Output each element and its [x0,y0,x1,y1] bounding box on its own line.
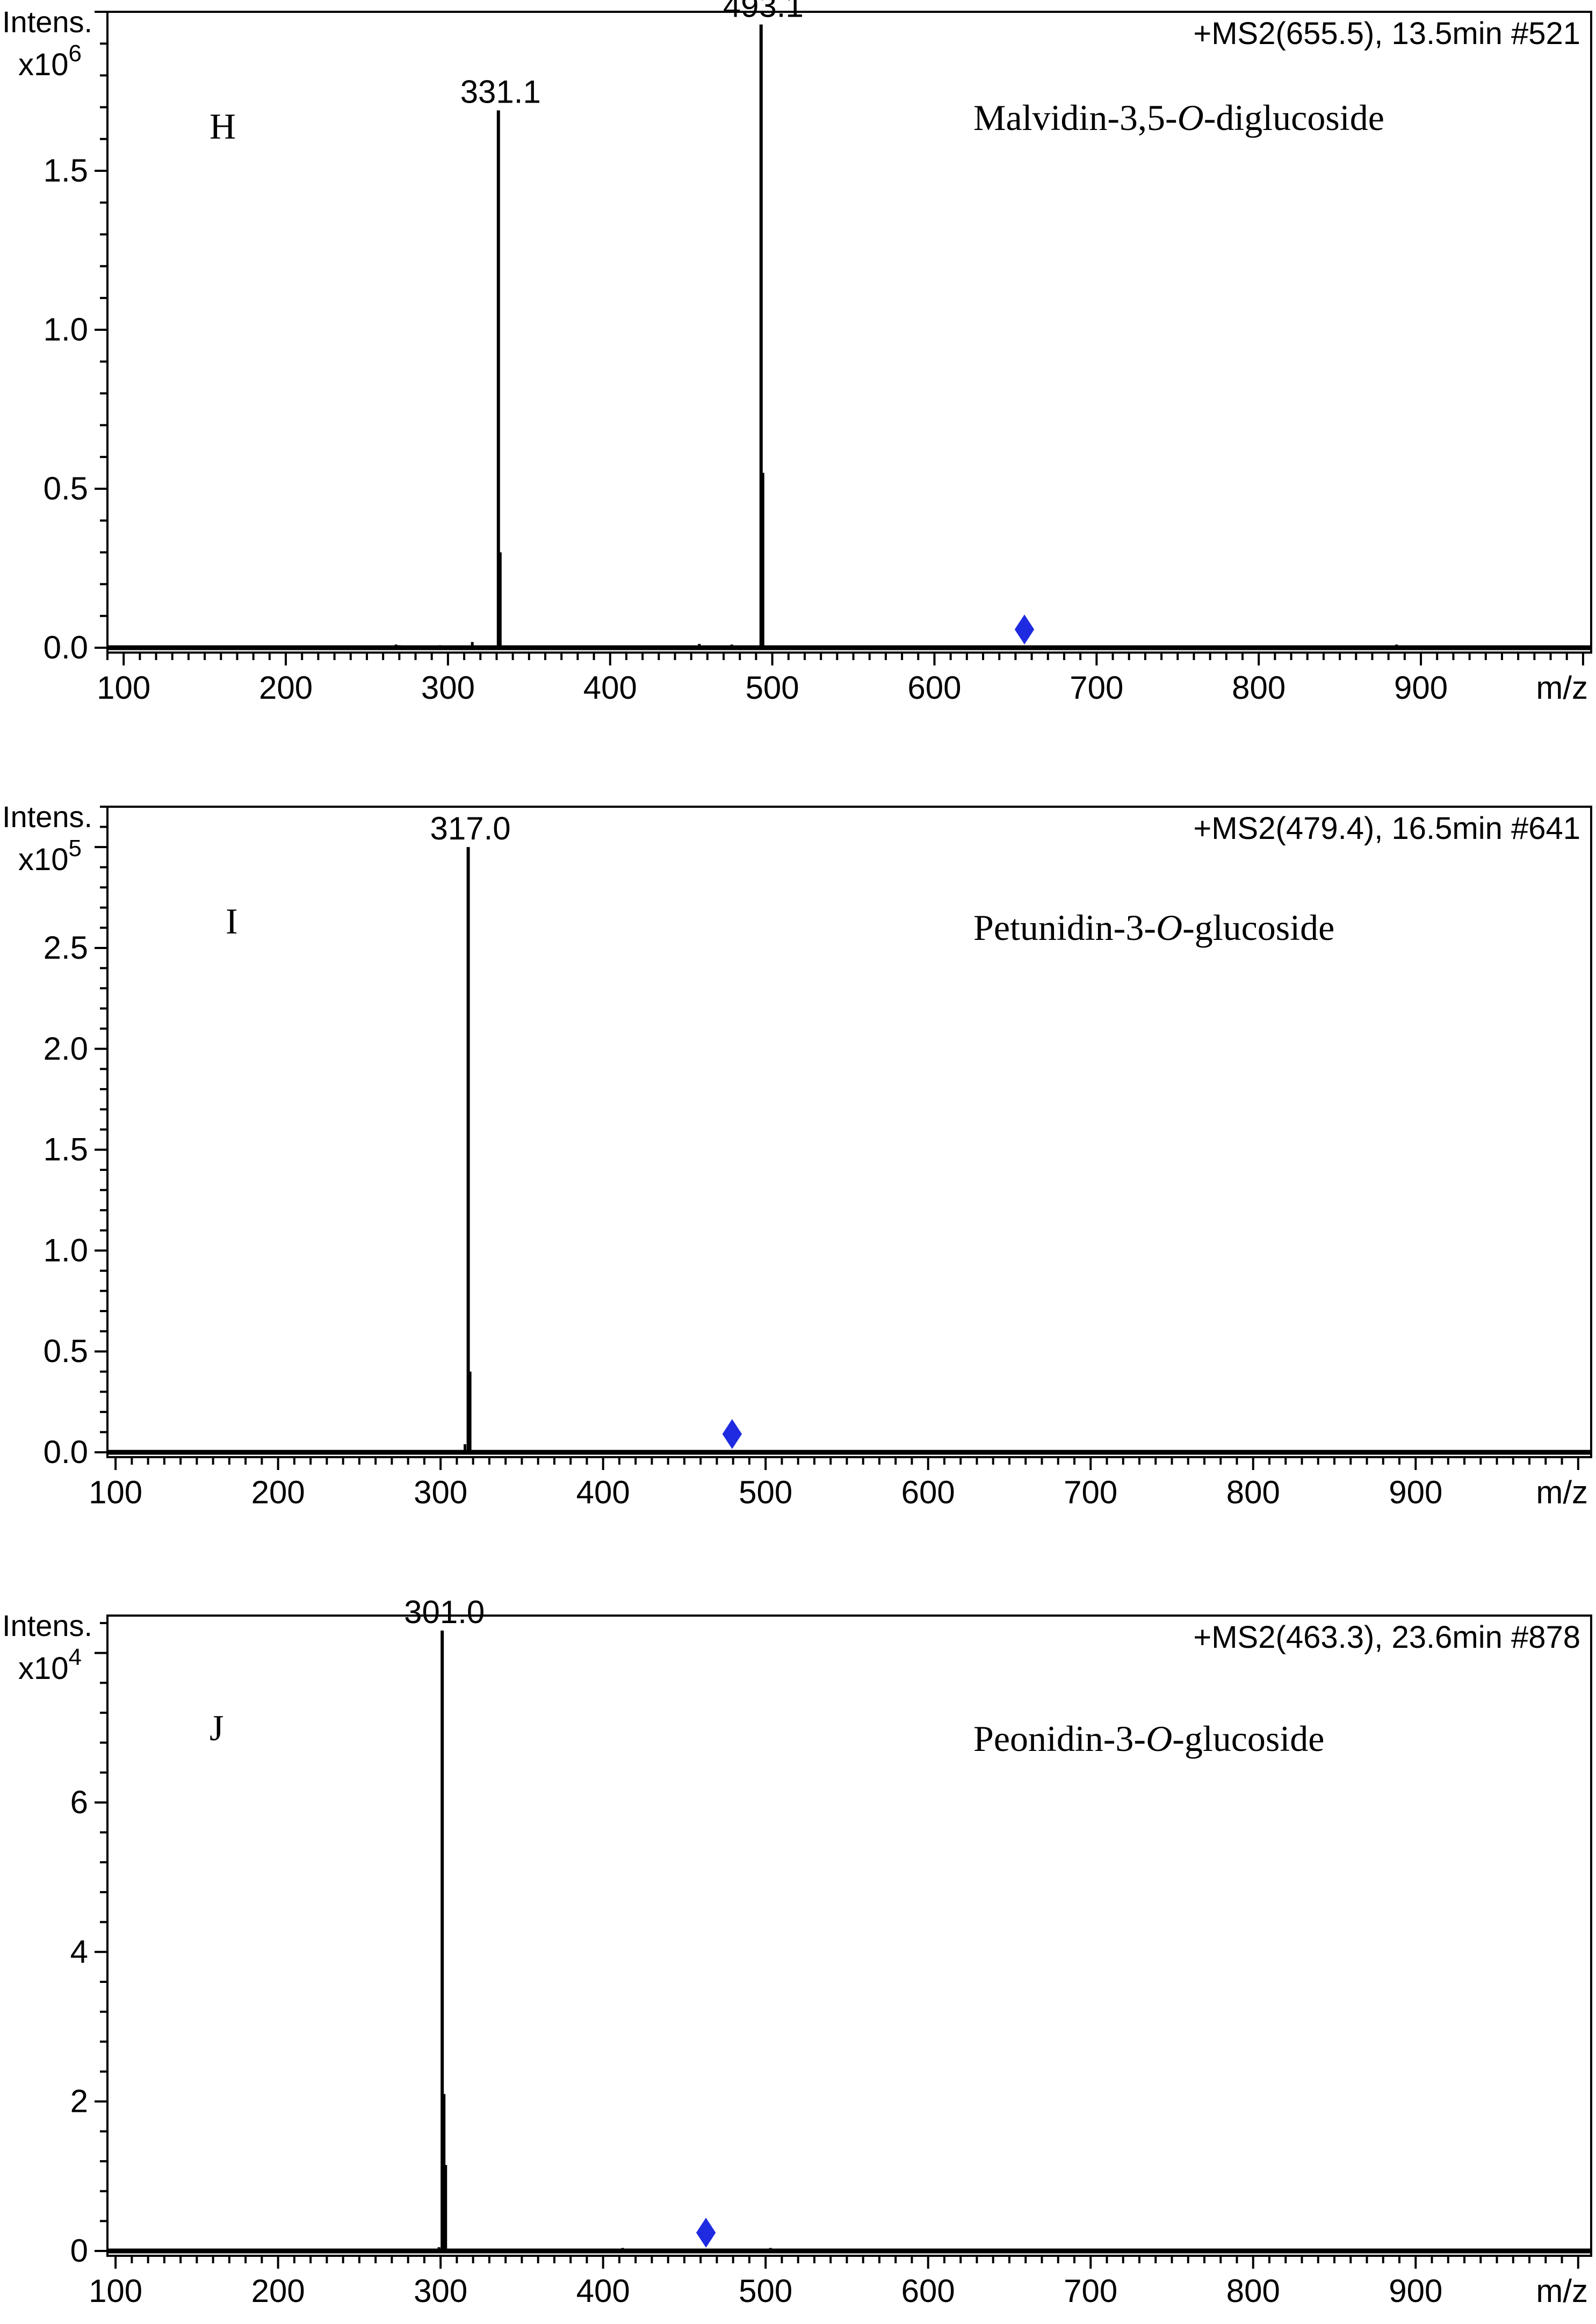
y-axis: 0.0 0.5 1.0 1.5 2.0 2.5 [44,806,107,1470]
x-axis: 100 200 300 400 500 600 700 800 900 m/z [89,1457,1588,1510]
compound-name-part: O [1146,1718,1172,1759]
x-axis-label: m/z [1536,670,1588,706]
x-tick-label: 600 [907,670,961,706]
x-tick-label: 100 [89,2273,142,2309]
plot-frame [106,1615,1592,2257]
x-tick-label: 200 [259,670,313,706]
y-tick-label: 1.5 [44,153,88,189]
panel-j: 100 200 300 400 500 600 700 800 900 m/z 0 2 4 6 Intens… [2,1594,1592,2309]
y-tick-label: 1.0 [44,312,88,347]
x-tick-label: 600 [901,2273,955,2309]
panel-letter: I [226,901,238,942]
y-scale-base: x10 [18,842,69,877]
y-scale-factor: x104 [18,1644,82,1686]
y-scale-exponent: 4 [69,1644,82,1670]
y-tick-label: 2.0 [44,1031,88,1067]
x-tick-label: 400 [576,1474,630,1510]
compound-name-part: O [1156,907,1182,948]
x-tick-label: 400 [583,670,637,706]
y-scale-base: x10 [18,1651,69,1686]
x-tick-label: 800 [1226,2273,1280,2309]
peak-label: 331.1 [460,74,541,110]
compound-name: Peonidin-3-O-glucoside [973,1718,1324,1759]
x-tick-label: 100 [89,1474,142,1510]
x-tick-label: 100 [97,670,150,706]
x-tick-label: 700 [1070,670,1123,706]
x-tick-label: 500 [739,2273,792,2309]
precursor-diamond-icon [722,1419,742,1449]
x-tick-label: 600 [901,1474,955,1510]
x-axis: 100 200 300 400 500 600 700 800 900 m/z [97,653,1588,706]
panel-i: 100 200 300 400 500 600 700 800 900 m/z 0.0 0.5 1.0 1… [2,800,1592,1510]
x-tick-label: 200 [251,1474,305,1510]
y-tick-label: 0 [70,2233,88,2269]
plot-frame [106,11,1592,654]
compound-name: Petunidin-3-O-glucoside [973,907,1334,948]
y-tick-label: 0.5 [44,1333,88,1369]
compound-name-part: O [1178,97,1204,138]
peak-label: 493.1 [723,0,804,24]
x-tick-label: 700 [1064,2273,1117,2309]
y-tick-label: 2 [70,2083,88,2119]
x-tick-label: 800 [1232,670,1286,706]
compound-name-part: Petunidin-3- [973,907,1156,948]
precursor-diamond-icon [696,2218,716,2248]
panel-h: 100 200 300 400 500 600 700 800 900 m/z 0.0 0.5 1.0 1… [2,0,1592,706]
peaks: 317.0 [430,810,1369,1452]
compound-name-part: -glucoside [1172,1718,1324,1759]
compound-name-part: Peonidin-3- [973,1718,1146,1759]
compound-name-part: -diglucoside [1204,97,1384,138]
peaks: 331.1 493.1 [273,0,1398,648]
x-tick-label: 400 [576,2273,630,2309]
y-scale-factor: x106 [18,40,82,82]
compound-name-part: Malvidin-3,5- [973,97,1178,138]
x-tick-label: 300 [414,1474,467,1510]
y-tick-label: 2.5 [44,930,88,966]
y-tick-label: 6 [70,1784,88,1820]
x-tick-label: 800 [1226,1474,1280,1510]
x-tick-label: 300 [414,2273,467,2309]
x-tick-label: 500 [746,670,799,706]
peak-label: 301.0 [404,1594,485,1630]
y-scale-exponent: 5 [69,835,82,861]
panel-letter: J [210,1707,223,1748]
y-tick-label: 1.5 [44,1132,88,1168]
y-tick-label: 0.0 [44,629,88,665]
y-axis-label: Intens. [2,1609,92,1642]
y-axis-label: Intens. [2,800,92,834]
scan-info: +MS2(479.4), 16.5min #641 [1193,811,1580,846]
precursor-diamond-icon [1014,614,1035,645]
y-axis: 0 2 4 6 [70,1621,107,2269]
x-axis: 100 200 300 400 500 600 700 800 900 m/z [89,2256,1588,2309]
compound-name: Malvidin-3,5-O-diglucoside [973,97,1384,138]
y-scale-factor: x105 [18,835,82,877]
y-scale-exponent: 6 [69,40,82,67]
x-axis-label: m/z [1536,2273,1588,2309]
y-axis: 0.0 0.5 1.0 1.5 [44,11,107,665]
panel-letter: H [210,106,236,147]
peak-label: 317.0 [430,810,511,846]
x-tick-label: 500 [739,1474,792,1510]
x-tick-label: 900 [1389,1474,1442,1510]
y-tick-label: 1.0 [44,1232,88,1268]
scan-info: +MS2(463.3), 23.6min #878 [1193,1620,1580,1655]
x-tick-label: 900 [1389,2273,1442,2309]
y-tick-label: 0.5 [44,470,88,506]
scan-info: +MS2(655.5), 13.5min #521 [1193,16,1580,51]
x-tick-label: 300 [421,670,475,706]
x-tick-label: 700 [1064,1474,1117,1510]
plot-frame [106,806,1592,1458]
y-axis-label: Intens. [2,5,92,39]
y-tick-label: 0.0 [44,1434,88,1470]
y-scale-base: x10 [18,47,69,82]
x-tick-label: 900 [1394,670,1448,706]
x-axis-label: m/z [1536,1474,1588,1510]
peaks: 301.0 [404,1594,772,2251]
y-tick-label: 4 [70,1934,88,1970]
compound-name-part: -glucoside [1182,907,1334,948]
x-tick-label: 200 [251,2273,305,2309]
